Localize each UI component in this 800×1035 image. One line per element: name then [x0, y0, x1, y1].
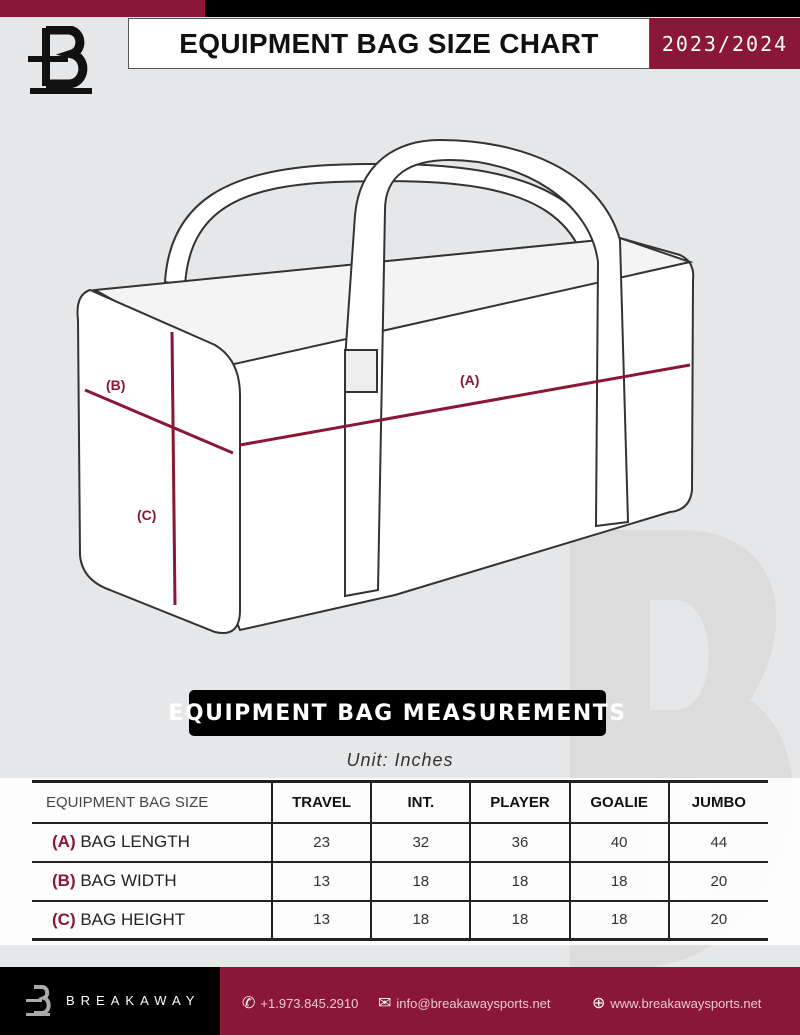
bag-end-face [76, 288, 241, 634]
footer-brand: BREAKAWAY [66, 993, 201, 1008]
cell: 40 [568, 821, 669, 862]
cell: 20 [667, 860, 768, 901]
label-b: (B) [106, 377, 125, 393]
cell: 18 [370, 899, 471, 940]
table-row: (A) BAG LENGTH 23 32 36 40 44 [32, 821, 768, 862]
cell: 32 [370, 821, 471, 862]
envelope-icon: ✉ [378, 995, 392, 1012]
cell: 20 [667, 899, 768, 940]
phone-text: +1.973.845.2910 [260, 995, 359, 1011]
size-table: EQUIPMENT BAG SIZE TRAVEL INT. PLAYER GO… [32, 780, 768, 941]
globe-icon: ⊕ [592, 995, 606, 1012]
measurements-title: EQUIPMENT BAG MEASUREMENTS [168, 690, 625, 736]
table-row: (B) BAG WIDTH 13 18 18 18 20 [32, 860, 768, 901]
cell: 18 [469, 860, 570, 901]
cell: 23 [270, 821, 372, 862]
email-text: info@breakawaysports.net [396, 995, 551, 1011]
row-label-text: BAG HEIGHT [80, 909, 186, 929]
label-c: (C) [137, 507, 156, 523]
row-label-text: BAG WIDTH [80, 871, 177, 890]
page-title-box: EQUIPMENT BAG SIZE CHART [128, 18, 650, 69]
footer-email[interactable]: ✉ info@breakawaysports.net [378, 993, 551, 1013]
top-accent-bar [0, 0, 205, 17]
bag-diagram: (A) (B) (C) [76, 138, 695, 634]
row-label: (C) BAG HEIGHT [32, 899, 272, 940]
cell: 18 [568, 899, 669, 940]
cell: 13 [270, 860, 372, 901]
front-handle [344, 138, 630, 598]
footer-website[interactable]: ⊕ www.breakawaysports.net [592, 993, 761, 1013]
row-label: (A) BAG LENGTH [32, 821, 272, 862]
cell: 44 [667, 821, 768, 862]
top-dark-bar [205, 0, 800, 17]
measurements-title-text: EQUIPMENT BAG MEASUREMENTS [168, 700, 627, 726]
row-code: (A) [52, 832, 76, 851]
col-header: PLAYER [469, 781, 570, 823]
cell: 18 [469, 899, 570, 940]
col-header: GOALIE [568, 781, 669, 823]
unit-label: Unit: Inches [346, 750, 454, 770]
season-badge: 2023/2024 [650, 18, 800, 69]
page-title: EQUIPMENT BAG SIZE CHART [179, 27, 599, 59]
col-header: INT. [370, 781, 471, 823]
cell: 36 [469, 821, 570, 862]
phone-icon: ✆ [242, 995, 256, 1012]
col-header: EQUIPMENT BAG SIZE [46, 793, 209, 811]
row-code: (C) [52, 909, 76, 929]
row-label-text: BAG LENGTH [80, 832, 190, 851]
table-row: (C) BAG HEIGHT 13 18 18 18 20 [32, 899, 768, 940]
cell: 18 [568, 860, 669, 901]
website-text: www.breakawaysports.net [610, 995, 762, 1011]
footer-phone[interactable]: ✆ +1.973.845.2910 [242, 993, 358, 1013]
row-code: (B) [52, 871, 76, 890]
footer-contact-panel [220, 967, 800, 1035]
footer-logo-icon [26, 985, 51, 1016]
brand-logo [28, 26, 92, 94]
cell: 18 [370, 860, 471, 901]
col-header: TRAVEL [270, 781, 372, 823]
col-header: JUMBO [667, 781, 768, 823]
label-a: (A) [460, 372, 479, 388]
row-label: (B) BAG WIDTH [32, 860, 272, 901]
cell: 13 [270, 899, 372, 940]
table-header-row: EQUIPMENT BAG SIZE TRAVEL INT. PLAYER GO… [32, 781, 768, 823]
